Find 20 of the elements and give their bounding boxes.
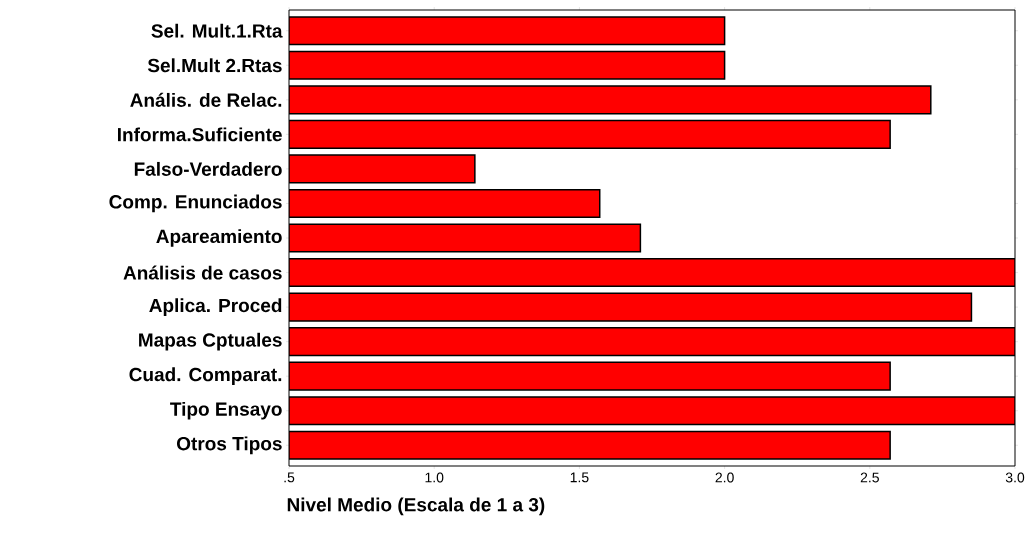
y-tick-label: Comp. Enunciados [109, 194, 282, 213]
y-tick-label: Falso-Verdadero [134, 161, 282, 176]
y-tick-label: Mapas Cptuales [139, 332, 282, 351]
y-tick-label: Sel.Mult 2.Rtas [147, 58, 282, 73]
y-tick-label: Aplica. Proced [149, 298, 282, 316]
x-tick-label: 3.0 [1005, 472, 1025, 483]
y-tick-label: Apareamiento [156, 229, 282, 247]
y-tick-label: Análisis de casos [123, 265, 282, 280]
y-tick-label: Cuad. Comparat. [129, 367, 282, 386]
x-axis-title: Nivel Medio (Escala de 1 a 3) [287, 497, 545, 516]
x-tick-label: 2.5 [860, 472, 879, 483]
y-tick-label: Tipo Ensayo [170, 401, 282, 420]
y-tick-label: Informa.Suficiente [118, 127, 282, 142]
x-tick-label: 1.0 [425, 472, 444, 483]
x-tick-label: 2.0 [715, 472, 734, 483]
x-tick-label: .5 [284, 472, 295, 483]
y-tick-label: Otros Tipos [176, 436, 282, 455]
x-tick-label: 1.5 [570, 472, 589, 483]
y-tick-label: Sel. Mult.1.Rta [151, 23, 283, 38]
y-tick-label: Anális. de Relac. [130, 92, 282, 107]
